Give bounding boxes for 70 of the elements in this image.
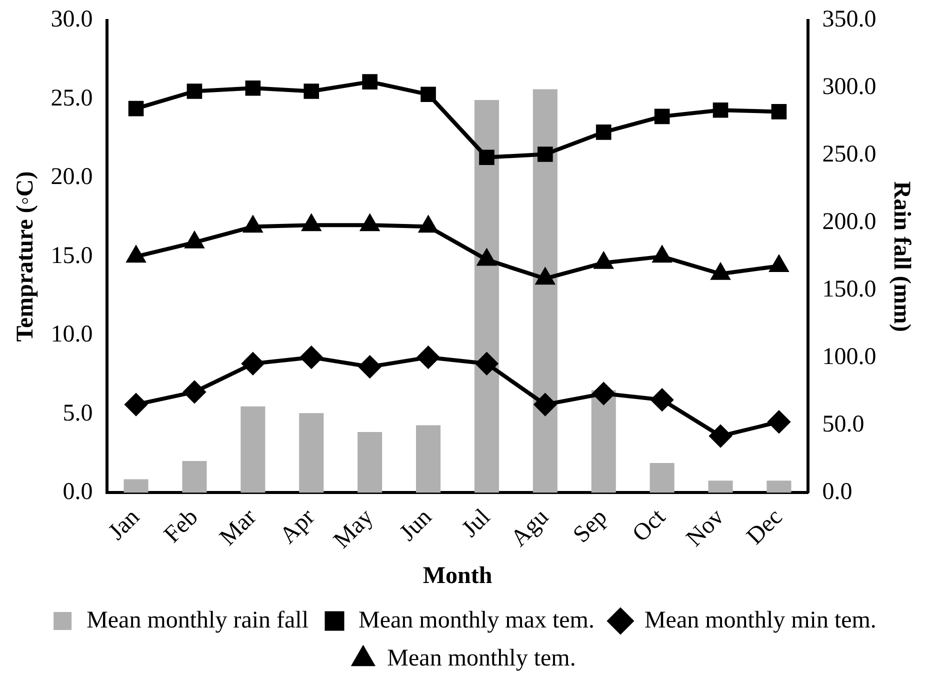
legend-label: Mean monthly min tem.: [644, 607, 876, 634]
x-tick-label: Mar: [214, 504, 262, 551]
point: [300, 346, 322, 368]
bar: [591, 390, 616, 493]
x-tick-label: Jun: [395, 504, 437, 546]
bar: [474, 100, 499, 493]
point: [362, 74, 378, 90]
y2-tick-label: 150.0: [822, 276, 876, 303]
point: [710, 425, 732, 448]
point: [651, 388, 674, 411]
y2-tick-label: 200.0: [822, 209, 876, 236]
point: [420, 86, 436, 102]
point: [654, 108, 670, 124]
bar: [124, 479, 148, 493]
y-tick-label: 0.0: [62, 479, 93, 506]
y2-tick-label: 250.0: [822, 142, 876, 168]
point: [417, 346, 440, 368]
x-tick-label: Jan: [104, 504, 145, 546]
y2-tick-label: 100.0: [822, 344, 876, 370]
point: [304, 84, 320, 99]
point: [128, 100, 144, 116]
point: [596, 124, 612, 140]
y2-tick-label: 300.0: [822, 74, 876, 100]
y-tick-label: 20.0: [50, 164, 93, 190]
point: [183, 380, 206, 403]
bar: [240, 406, 266, 493]
point: [768, 410, 790, 433]
x-tick-label: Jul: [457, 504, 496, 542]
y-tick-label: 10.0: [50, 322, 93, 348]
point: [592, 382, 615, 405]
x-tick-label: Dec: [742, 504, 788, 550]
point: [479, 150, 494, 166]
x-tick-label: Nov: [682, 504, 730, 552]
bar: [182, 461, 207, 493]
legend-label: Mean monthly max tem.: [358, 607, 594, 634]
x-tick-label: May: [329, 504, 379, 554]
x-tick-label: Oct: [628, 504, 671, 548]
point: [125, 394, 148, 416]
point: [476, 352, 498, 375]
x-tick-label: Sep: [568, 504, 612, 548]
point: [771, 104, 787, 120]
bar: [358, 432, 382, 493]
x-axis-title: Month: [422, 562, 492, 589]
y-tick-label: 5.0: [62, 400, 93, 426]
bar: [416, 425, 441, 493]
point: [245, 80, 261, 96]
point: [534, 394, 556, 416]
y2-axis-title: Rain fall (mm): [888, 181, 914, 332]
y-tick-label: 30.0: [50, 6, 93, 33]
y-tick-label: 15.0: [50, 242, 93, 269]
bar: [766, 480, 792, 493]
point: [186, 84, 202, 99]
y2-tick-label: 350.0: [822, 6, 876, 33]
bar: [708, 480, 733, 493]
bar: [532, 89, 558, 493]
point: [242, 352, 264, 375]
y-axis-title: Temprature (◦C): [12, 171, 39, 342]
point: [538, 146, 553, 162]
y2-tick-label: 50.0: [822, 412, 864, 438]
bar: [650, 463, 674, 493]
point: [712, 102, 728, 118]
x-tick-label: Agu: [506, 504, 554, 552]
bar: [299, 413, 324, 493]
legend-label: Mean monthly rain fall: [86, 607, 309, 634]
x-tick-label: Feb: [159, 504, 204, 548]
y-tick-label: 25.0: [50, 85, 93, 112]
x-tick-label: Apr: [275, 504, 320, 549]
y2-tick-label: 0.0: [822, 479, 852, 506]
legend-label: Mean monthly tem.: [387, 645, 576, 672]
point: [358, 356, 381, 378]
